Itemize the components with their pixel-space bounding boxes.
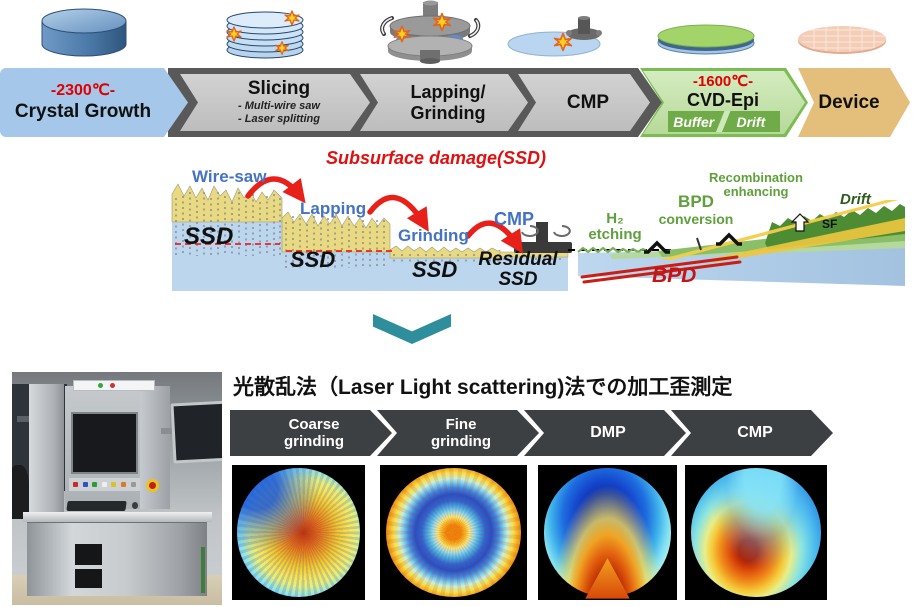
crystal-boule-icon xyxy=(41,8,127,57)
side-monitor xyxy=(170,400,222,464)
grinding-label: Grinding xyxy=(398,226,469,245)
keyboard xyxy=(65,501,127,512)
ssd-label-2: SSD xyxy=(290,247,336,272)
flow-step-cmp: CMP xyxy=(518,74,650,131)
chair-silhouette xyxy=(12,465,29,519)
device-title: Device xyxy=(818,91,880,113)
epi-drift-label: Drift xyxy=(736,113,766,130)
flow-substrate-band: Slicing - Multi-wire saw - Laser splitti… xyxy=(168,68,662,137)
measurement-step-coarse-grinding: Coarse grinding xyxy=(230,410,392,456)
epi-wafer-icon xyxy=(657,24,755,55)
bpd-conversion-label: BPD conversion xyxy=(658,192,734,227)
ssd-diagram-title: Subsurface damage(SSD) xyxy=(325,148,547,168)
ssd-label-1: SSD xyxy=(184,223,234,250)
cvd-epi-title: CVD-Epi xyxy=(687,90,759,111)
wire-saw-label: Wire-saw xyxy=(192,167,267,186)
flow-step-lapping-grinding: Lapping/ Grinding xyxy=(360,74,528,131)
laser-scattering-equipment-photo xyxy=(12,372,222,605)
lapping-title-line2: Grinding xyxy=(410,102,486,123)
residual-ssd-label: Residual SSD xyxy=(478,249,558,290)
slicing-sub-1: - Multi-wire saw xyxy=(238,100,320,113)
cvd-epi-temp: -1600℃- xyxy=(692,73,754,90)
measurement-step-fine-grinding: Fine grinding xyxy=(377,410,539,456)
control-buttons xyxy=(68,478,140,491)
cmp-strain-map xyxy=(685,465,827,600)
flow-step-cvd-epi: -1600℃- CVD-Epi Buffer Drift xyxy=(640,68,808,137)
recombination-enhancing-label: Recombination enhancing xyxy=(709,170,803,199)
down-chevron-icon xyxy=(373,314,451,344)
h2-etching-label: H₂ etching xyxy=(588,210,642,243)
equipment-monitor xyxy=(70,411,138,474)
crystal-growth-title: Crystal Growth xyxy=(14,100,152,122)
measurement-step-dmp: DMP xyxy=(524,410,686,456)
dmp-strain-map xyxy=(538,465,677,600)
slicing-title: Slicing xyxy=(247,78,311,100)
emergency-stop-button xyxy=(146,479,160,493)
coarse-grinding-strain-map xyxy=(232,465,365,600)
measurement-section-title: 光散乱法（Laser Light scattering)法での加工歪測定 xyxy=(233,376,733,399)
sf-label: SF xyxy=(822,217,838,231)
device-wafer-icon xyxy=(798,26,886,54)
lapping-title-line1: Lapping/ xyxy=(410,81,486,102)
flow-step-device: Device xyxy=(798,68,910,137)
cmp-title: CMP xyxy=(566,91,610,113)
fine-grinding-strain-map xyxy=(380,465,527,600)
cmp-label: CMP xyxy=(494,209,534,229)
mouse xyxy=(131,502,138,510)
measurement-step-cmp: CMP xyxy=(671,410,833,456)
ssd-cross-section-drawing xyxy=(171,176,905,291)
cmp-polishing-icon xyxy=(507,16,602,57)
lapping-label: Lapping xyxy=(300,199,367,218)
sliced-wafer-stack-icon xyxy=(226,10,304,59)
slicing-sub-2: - Laser splitting xyxy=(238,113,320,126)
flow-step-slicing: Slicing - Multi-wire saw - Laser splitti… xyxy=(180,74,370,131)
epi-layer-band: Buffer Drift xyxy=(668,111,780,132)
ssd-label-3: SSD xyxy=(412,257,458,282)
epi-buffer-label: Buffer xyxy=(673,113,715,130)
crystal-growth-temp: -2300℃- xyxy=(50,82,116,100)
lapping-machine-icon xyxy=(380,0,481,64)
flow-step-crystal-growth: -2300℃- Crystal Growth xyxy=(0,68,188,137)
bpd-label: BPD xyxy=(652,264,697,287)
drift-label: Drift xyxy=(840,191,871,208)
